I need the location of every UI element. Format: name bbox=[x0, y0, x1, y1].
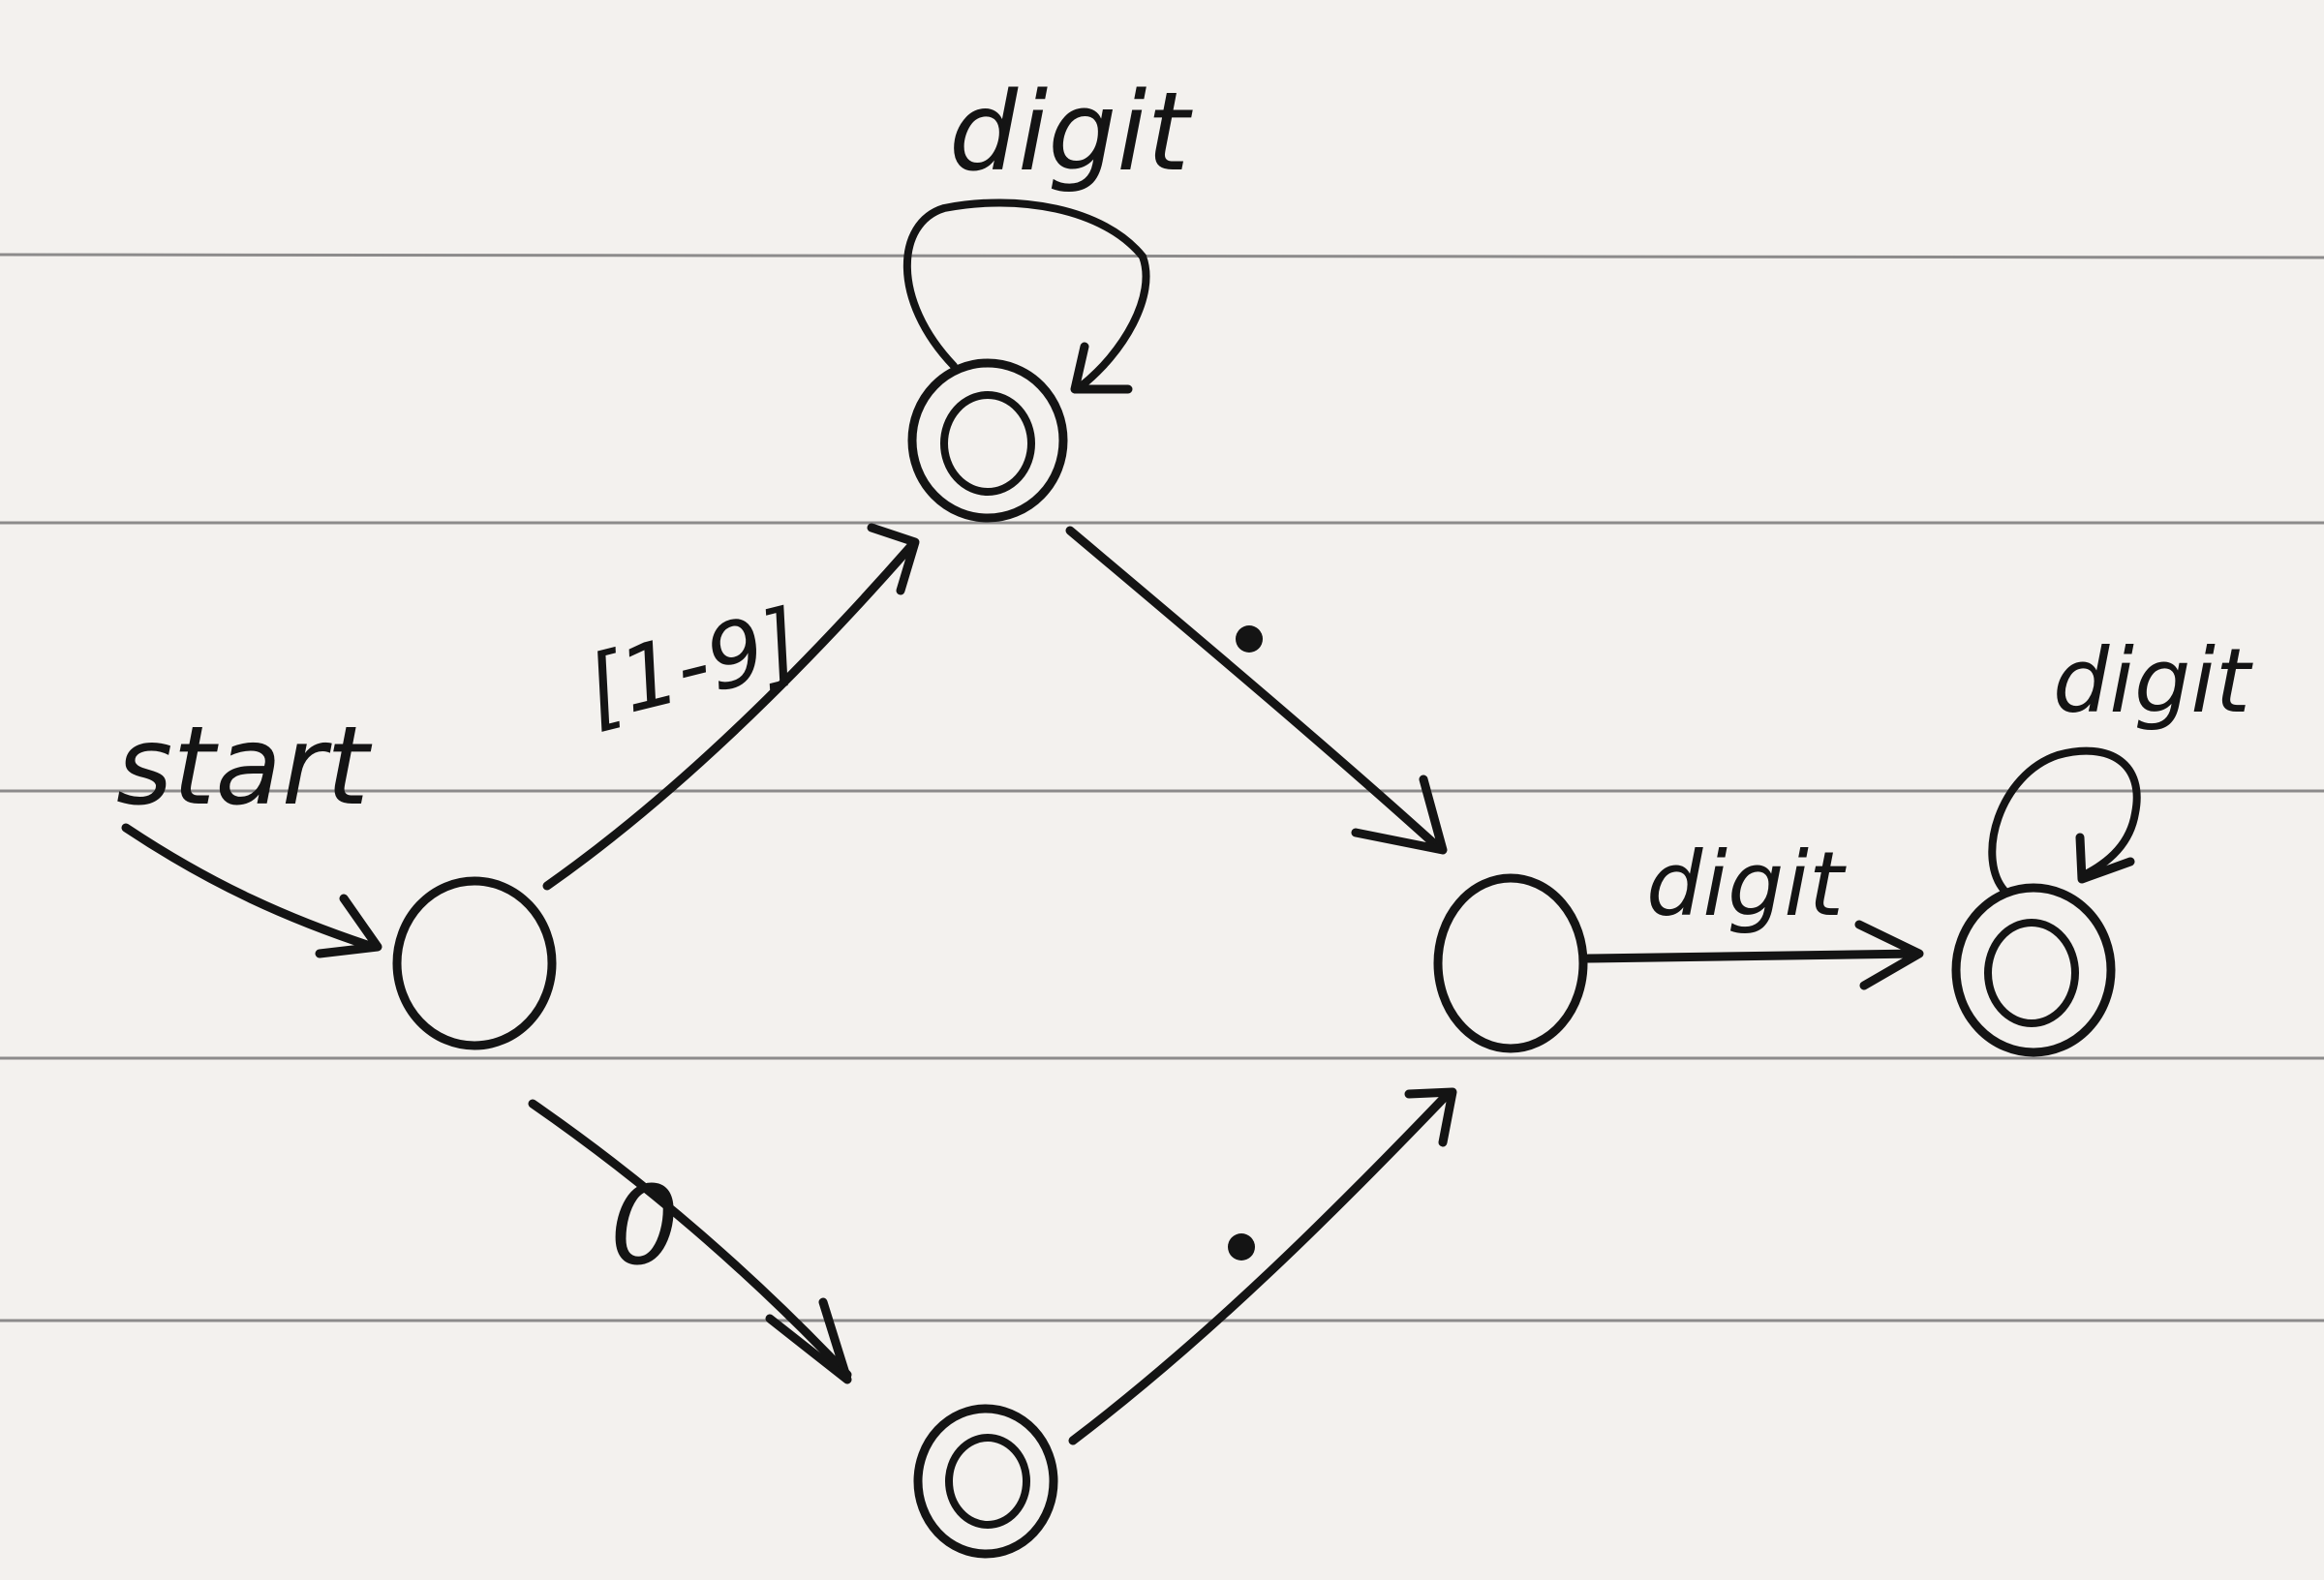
accept-ring bbox=[1984, 919, 2079, 1027]
state-q1-accepting bbox=[907, 358, 1068, 523]
loop-label-q4: digit bbox=[2053, 629, 2253, 733]
accept-ring bbox=[940, 391, 1035, 496]
edge-dot-q1-to-q2 bbox=[1236, 625, 1263, 653]
edge-dot-q3-to-q2 bbox=[1228, 1233, 1255, 1261]
edge-q2-to-q4 bbox=[1583, 920, 1924, 990]
edge-q3-to-q2 bbox=[1068, 1087, 1457, 1445]
edge-label-q2-to-q4: digit bbox=[1646, 833, 1847, 936]
ruled-line bbox=[0, 253, 2324, 259]
state-q3-accepting bbox=[913, 1404, 1058, 1559]
loop-q4 bbox=[1988, 746, 2141, 895]
edge-q1-to-q2 bbox=[1065, 526, 1448, 855]
state-q4-accepting bbox=[1951, 883, 2116, 1057]
start-arrow bbox=[121, 823, 382, 958]
edge-label-q3-to-q2: . bbox=[1222, 1176, 1257, 1302]
edge-start-to-q1 bbox=[542, 523, 920, 891]
edge-start-to-q3 bbox=[528, 1099, 852, 1384]
state-q2 bbox=[1433, 873, 1588, 1053]
edge-label-start-to-q3: 0 bbox=[610, 1164, 679, 1290]
loop-q1 bbox=[902, 198, 1150, 394]
edge-label-start-to-q1: [1-9] bbox=[575, 590, 809, 743]
start-label: start bbox=[116, 704, 373, 830]
edge-label-q1-to-q2: . bbox=[1230, 568, 1265, 694]
ruled-lines bbox=[0, 253, 2324, 1322]
accept-ring bbox=[945, 1434, 1030, 1529]
loop-label-q1: digit bbox=[949, 70, 1193, 196]
state-start bbox=[392, 876, 557, 1050]
